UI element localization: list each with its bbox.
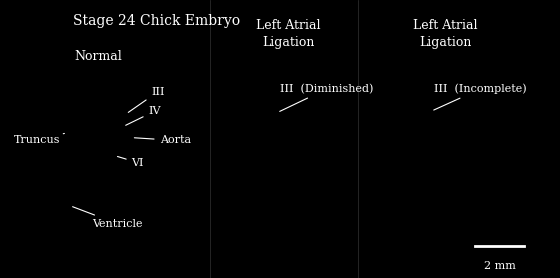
Text: VI: VI	[118, 157, 144, 168]
Text: III  (Incomplete): III (Incomplete)	[434, 84, 526, 110]
Text: Left Atrial
Ligation: Left Atrial Ligation	[256, 19, 321, 49]
Text: IV: IV	[125, 106, 161, 125]
Text: 2 mm: 2 mm	[484, 261, 515, 271]
Text: Normal: Normal	[74, 50, 122, 63]
Text: III: III	[128, 87, 165, 112]
Text: III  (Diminished): III (Diminished)	[279, 84, 374, 111]
Text: Left Atrial
Ligation: Left Atrial Ligation	[413, 19, 478, 49]
Text: Aorta: Aorta	[134, 135, 191, 145]
Text: Ventricle: Ventricle	[73, 207, 143, 229]
Text: Truncus: Truncus	[14, 133, 64, 145]
Text: Stage 24 Chick Embryo: Stage 24 Chick Embryo	[73, 14, 240, 28]
